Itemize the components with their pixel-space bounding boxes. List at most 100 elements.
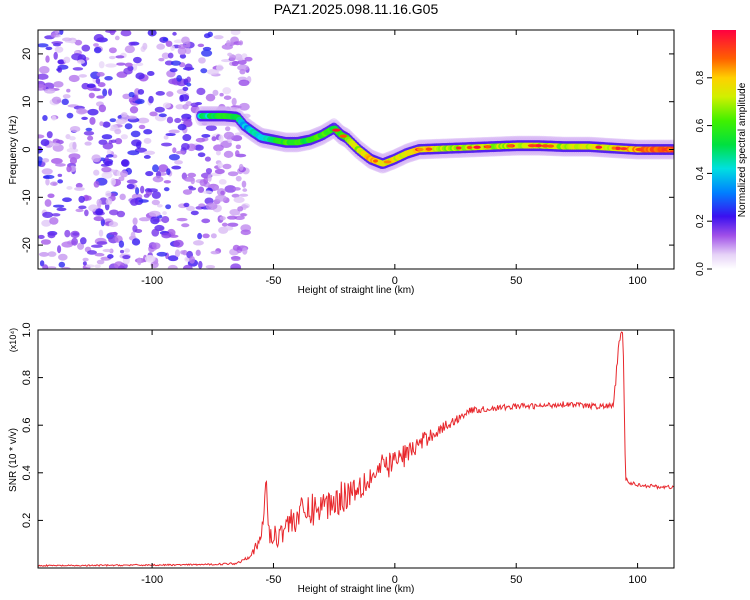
noise-blob xyxy=(82,257,89,262)
noise-blob xyxy=(53,81,64,88)
y-tick-label: 0 xyxy=(21,146,33,152)
noise-blob xyxy=(200,68,208,74)
x-tick-label: -100 xyxy=(141,275,163,287)
noise-blob xyxy=(124,123,133,130)
x-tick-label: -100 xyxy=(141,574,163,586)
noise-blob xyxy=(81,44,91,52)
noise-blob xyxy=(58,261,66,268)
noise-blob xyxy=(174,117,182,124)
noise-blob xyxy=(123,67,133,75)
noise-blob xyxy=(179,53,187,59)
noise-blob xyxy=(182,86,189,91)
noise-blob xyxy=(138,124,146,130)
noise-blob xyxy=(204,156,211,162)
noise-blob xyxy=(168,78,178,85)
noise-blob xyxy=(203,33,211,39)
noise-blob xyxy=(195,137,206,143)
noise-blob xyxy=(85,264,95,268)
noise-blob xyxy=(107,254,114,259)
noise-blob xyxy=(96,198,102,207)
noise-blob xyxy=(190,177,195,185)
noise-blob xyxy=(110,177,116,186)
noise-blob xyxy=(50,32,56,38)
noise-blob xyxy=(177,123,187,131)
noise-blob xyxy=(234,150,240,157)
noise-blob xyxy=(38,251,49,257)
noise-blob xyxy=(190,102,199,107)
noise-blob xyxy=(192,240,204,246)
noise-blob xyxy=(147,188,159,193)
noise-blob xyxy=(152,164,159,173)
noise-blob xyxy=(38,134,45,139)
noise-blob xyxy=(72,232,80,236)
noise-blob xyxy=(205,264,216,269)
noise-blob xyxy=(205,202,218,210)
snr-multiplier: (x10⁴) xyxy=(8,328,18,352)
noise-blob xyxy=(182,103,189,110)
noise-blob xyxy=(57,173,63,177)
noise-blob xyxy=(230,41,235,46)
noise-blob xyxy=(237,64,249,71)
noise-blob xyxy=(170,45,175,51)
noise-blob xyxy=(226,215,238,220)
noise-blob xyxy=(77,242,85,250)
noise-blob xyxy=(135,98,145,105)
noise-blob xyxy=(219,92,224,97)
noise-blob xyxy=(188,187,197,191)
noise-blob xyxy=(117,265,125,269)
noise-blob xyxy=(201,122,208,126)
noise-blob xyxy=(182,189,193,195)
noise-blob xyxy=(44,199,52,207)
noise-blob xyxy=(171,165,182,170)
noise-blob xyxy=(215,194,227,202)
noise-blob xyxy=(238,163,244,171)
noise-blob xyxy=(40,239,52,245)
ridge-peak xyxy=(416,147,424,152)
noise-blob xyxy=(108,47,117,54)
noise-blob xyxy=(93,34,105,42)
noise-blob xyxy=(93,43,99,47)
noise-blob xyxy=(126,115,138,120)
noise-blob xyxy=(181,142,190,151)
noise-blob xyxy=(126,183,135,190)
noise-blob xyxy=(150,216,160,225)
noise-blob xyxy=(55,163,66,167)
noise-blob xyxy=(143,129,153,135)
noise-blob xyxy=(66,165,72,173)
noise-blob xyxy=(69,125,81,133)
noise-blob xyxy=(175,150,186,155)
noise-blob xyxy=(166,91,174,97)
noise-blob xyxy=(135,72,145,80)
noise-blob xyxy=(207,174,212,182)
noise-blob xyxy=(138,199,149,203)
noise-blob xyxy=(239,68,246,75)
noise-blob xyxy=(226,40,231,47)
noise-blob xyxy=(202,233,210,239)
noise-blob xyxy=(51,157,63,164)
noise-blob xyxy=(105,190,112,198)
noise-blob xyxy=(241,180,247,188)
noise-blob xyxy=(50,181,58,186)
noise-blob xyxy=(47,251,57,257)
noise-blob xyxy=(57,67,63,73)
noise-blob xyxy=(86,83,96,88)
noise-blob xyxy=(45,46,53,51)
noise-blob xyxy=(160,142,173,147)
noise-blob xyxy=(78,74,88,78)
noise-blob xyxy=(219,216,226,221)
noise-blob xyxy=(165,204,172,210)
noise-blob xyxy=(121,159,130,167)
noise-blob xyxy=(156,251,168,257)
noise-blob xyxy=(223,95,232,100)
noise-blob xyxy=(231,97,237,106)
noise-blob xyxy=(41,219,52,227)
noise-blob xyxy=(221,222,228,227)
noise-blob xyxy=(174,160,183,165)
noise-blob xyxy=(66,112,74,119)
ridge-peak xyxy=(535,144,543,148)
noise-blob xyxy=(99,121,104,127)
noise-blob xyxy=(186,205,196,212)
x-tick-label: 0 xyxy=(392,574,398,586)
noise-blob xyxy=(96,72,105,77)
